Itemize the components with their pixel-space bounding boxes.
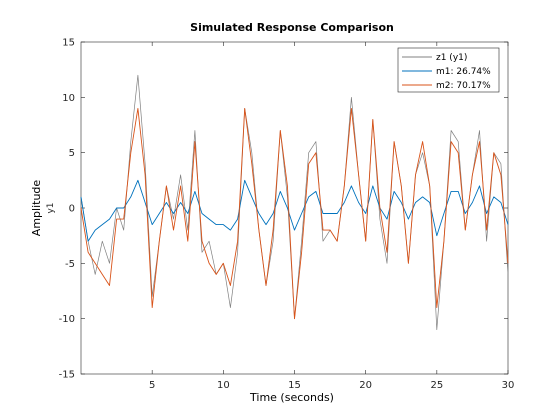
legend: z1 (y1) m1: 26.74% m2: 70.17% [397,47,500,93]
chart-title: Simulated Response Comparison [190,21,394,34]
x-tick-label: 15 [288,380,301,391]
legend-box [397,47,500,93]
x-tick-label: 20 [359,380,372,391]
x-tick-label: 25 [430,380,443,391]
x-tick-label: 5 [149,380,155,391]
legend-label-1: z1 (y1) [436,53,467,63]
legend-label-2: m1: 26.74% [436,67,491,77]
y-tick-label: 15 [62,38,75,49]
y-axis-channel-label: y1 [46,202,56,213]
series-layer [80,74,509,331]
y-tick-label: 0 [69,204,75,215]
y-tick-label: -5 [65,259,75,270]
y-tick-label: 5 [69,148,75,159]
y-tick-label: -10 [59,314,75,325]
x-axis-label: Time (seconds) [249,391,334,404]
x-tick-label: 10 [217,380,230,391]
y-tick-label: 10 [62,93,75,104]
series-line-2 [80,179,509,242]
series-line-3 [80,107,509,320]
x-tick-label: 30 [502,380,515,391]
axis-ticks: 5 10 15 20 25 30 -15 -10 -5 0 5 10 15 [59,38,515,392]
y-axis-label: Amplitude [30,180,43,237]
y-tick-label: -15 [59,370,75,381]
legend-label-3: m2: 70.17% [436,81,491,91]
